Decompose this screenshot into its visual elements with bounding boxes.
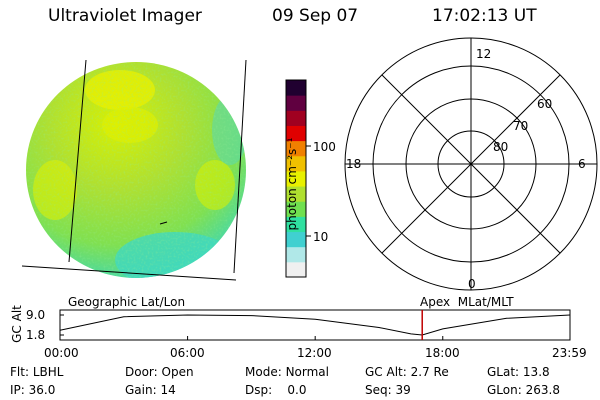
dsp-status: Dsp: 0.0 — [245, 383, 307, 397]
timeline-plot — [59, 309, 571, 341]
colorbar-stripe — [286, 261, 306, 278]
mode-status: Mode: Normal — [245, 365, 329, 379]
gc-alt-status: GC Alt: 2.7 Re — [365, 365, 449, 379]
geo-grid-lines — [21, 59, 247, 281]
colorbar-tick-10: 10 — [313, 230, 329, 244]
x-tick-0000: 00:00 — [44, 346, 79, 360]
colorbar-stripe — [286, 155, 306, 172]
colorbar-stripe — [286, 95, 306, 111]
lat-label-70: 70 — [513, 119, 529, 133]
seq-status: Seq: 39 — [365, 383, 411, 397]
gain-status: Gain: 14 — [125, 383, 176, 397]
y-tick-1-8: 1.8 — [26, 328, 46, 342]
glat-status: GLat: 13.8 — [487, 365, 550, 379]
colorbar-stripe — [286, 110, 306, 126]
colorbar-stripe — [286, 201, 306, 217]
filter-status: Flt: LBHL — [10, 365, 64, 379]
x-tick-0600: 06:00 — [170, 346, 205, 360]
colorbar-stripe — [286, 246, 306, 263]
geo-latlon-label: Geographic Lat/Lon — [68, 295, 186, 309]
colorbar-stripe — [286, 140, 306, 157]
polar-grid — [344, 37, 598, 291]
uv-disk — [26, 62, 246, 278]
mlt-label-12: 12 — [476, 47, 492, 61]
x-tick-1200: 12:00 — [297, 346, 332, 360]
y-tick-9: 9.0 — [26, 308, 46, 322]
instrument-title: Ultraviolet Imager — [48, 6, 202, 26]
x-tick-2359: 23:59 — [552, 346, 587, 360]
altitude-series-line — [59, 314, 571, 336]
lat-label-60: 60 — [537, 97, 553, 111]
door-status: Door: Open — [125, 365, 194, 379]
colorbar-label: photon cm⁻²s⁻¹ — [285, 137, 299, 231]
colorbar-stripe — [286, 231, 306, 248]
colorbar — [285, 79, 311, 278]
x-tick-1800: 18:00 — [425, 346, 460, 360]
colorbar-stripe — [286, 216, 306, 233]
colorbar-stripe — [286, 125, 306, 142]
time-label: 17:02:13 UT — [432, 6, 537, 26]
colorbar-stripe — [286, 170, 306, 187]
apex-mlat-label: Apex MLat/MLT — [420, 295, 514, 309]
ip-status: IP: 36.0 — [10, 383, 56, 397]
colorbar-tick-100: 100 — [313, 140, 336, 154]
mlt-label-6: 6 — [578, 157, 586, 171]
gc-alt-axis-title: GC Alt — [10, 305, 24, 343]
mlt-label-0: 0 — [468, 277, 476, 291]
colorbar-stripe — [286, 80, 306, 96]
mlt-label-18: 18 — [346, 157, 362, 171]
lat-label-80: 80 — [493, 140, 509, 154]
date-label: 09 Sep 07 — [272, 6, 359, 26]
glon-status: GLon: 263.8 — [487, 383, 560, 397]
colorbar-stripe — [286, 186, 306, 202]
